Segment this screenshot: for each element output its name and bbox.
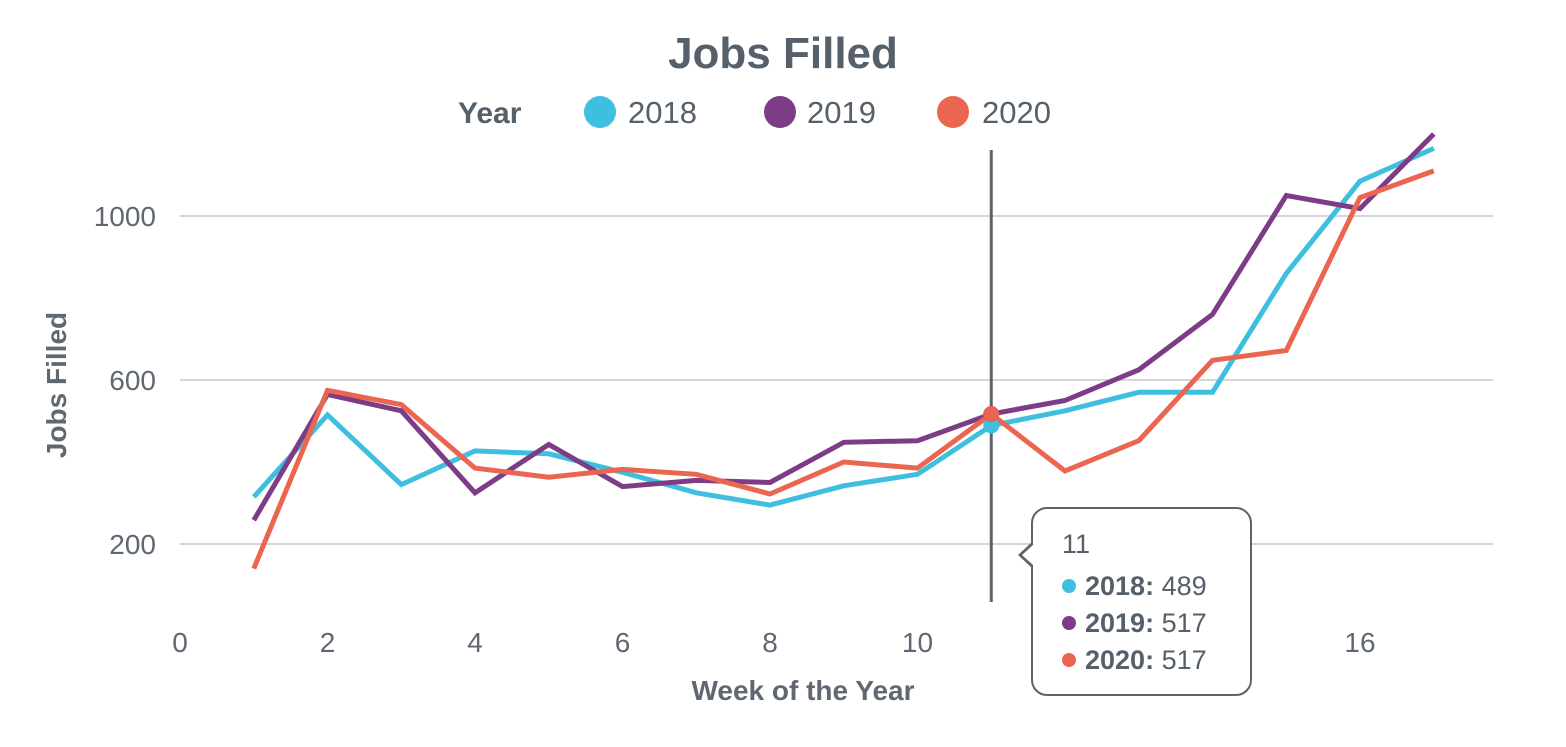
y-axis-label: Jobs Filled: [41, 312, 72, 458]
tooltip-year: 2018:: [1085, 571, 1155, 601]
legend-label-2018: 2018: [628, 95, 697, 130]
tooltip-header: 11: [1062, 529, 1091, 559]
series-line-2018[interactable]: [251, 146, 1435, 508]
x-tick-label: 8: [762, 627, 778, 658]
chart-title: Jobs Filled: [668, 29, 898, 78]
series-line-2020[interactable]: [251, 168, 1435, 570]
x-tick-label: 6: [615, 627, 631, 658]
y-axis-ticks: 200 600 1000: [94, 201, 156, 560]
x-tick-label: 16: [1344, 627, 1375, 658]
x-tick-label: 4: [467, 627, 483, 658]
tooltip-year: 2020:: [1085, 645, 1155, 675]
hover-tooltip: 11 2018: 489 2019: 517 2020: 517: [1031, 507, 1252, 696]
legend: Year 2018 2019 2020: [458, 95, 1051, 130]
legend-item-2020[interactable]: 2020: [937, 95, 1051, 130]
tooltip-value: 517: [1161, 608, 1207, 638]
tooltip-dot-2019: [1062, 615, 1076, 630]
legend-item-2019[interactable]: 2019: [764, 95, 876, 130]
legend-title: Year: [458, 97, 522, 130]
legend-marker-2020: [937, 96, 969, 128]
hover-point-2020: [983, 406, 1000, 423]
y-tick-label: 600: [109, 365, 156, 396]
hover-points: [983, 406, 1000, 434]
x-tick-label: 2: [320, 627, 336, 658]
x-tick-label: 0: [172, 627, 188, 658]
tooltip-row-2020: 2020: 517: [1062, 645, 1207, 676]
y-tick-label: 1000: [94, 201, 156, 232]
tooltip-row-2019: 2019: 517: [1062, 608, 1207, 639]
series-lines: [251, 132, 1436, 570]
legend-marker-2018: [584, 96, 616, 128]
tooltip-value: 517: [1161, 645, 1207, 675]
tooltip-dot-2018: [1062, 578, 1076, 593]
tooltip-year: 2019:: [1085, 608, 1155, 638]
x-axis-label: Week of the Year: [691, 675, 914, 706]
y-tick-label: 200: [109, 529, 156, 560]
hover-point-2018: [983, 417, 1000, 434]
tooltip-dot-2020: [1062, 652, 1076, 667]
legend-label-2020: 2020: [982, 95, 1051, 130]
legend-item-2018[interactable]: 2018: [584, 95, 697, 130]
tooltip-arrow-fill: [1021, 545, 1033, 565]
series-line-2019[interactable]: [251, 132, 1436, 522]
tooltip-row-2018: 2018: 489: [1062, 571, 1207, 602]
legend-marker-2019: [764, 96, 796, 128]
tooltip-value: 489: [1161, 571, 1207, 601]
x-tick-label: 10: [902, 627, 933, 658]
legend-label-2019: 2019: [807, 95, 876, 130]
